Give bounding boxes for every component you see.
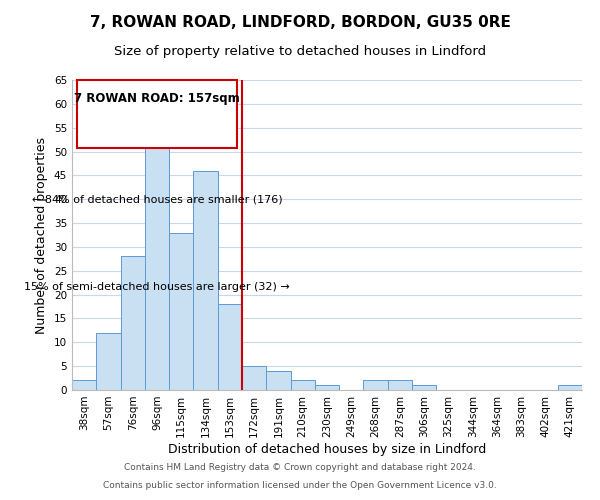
Bar [72, 380, 96, 390]
Bar [388, 380, 412, 390]
Text: 7, ROWAN ROAD, LINDFORD, BORDON, GU35 0RE: 7, ROWAN ROAD, LINDFORD, BORDON, GU35 0R… [89, 15, 511, 30]
Bar [121, 256, 145, 390]
Bar [412, 385, 436, 390]
Text: Size of property relative to detached houses in Lindford: Size of property relative to detached ho… [114, 45, 486, 58]
Bar [242, 366, 266, 390]
Bar [558, 385, 582, 390]
Bar [290, 380, 315, 390]
Text: 7 ROWAN ROAD: 157sqm: 7 ROWAN ROAD: 157sqm [74, 92, 240, 106]
Bar [193, 170, 218, 390]
Text: Contains HM Land Registry data © Crown copyright and database right 2024.: Contains HM Land Registry data © Crown c… [124, 464, 476, 472]
Text: Contains public sector information licensed under the Open Government Licence v3: Contains public sector information licen… [103, 481, 497, 490]
Bar [364, 380, 388, 390]
FancyBboxPatch shape [77, 80, 237, 148]
Bar [96, 333, 121, 390]
Y-axis label: Number of detached properties: Number of detached properties [35, 136, 49, 334]
Bar [315, 385, 339, 390]
Bar [145, 132, 169, 390]
X-axis label: Distribution of detached houses by size in Lindford: Distribution of detached houses by size … [168, 442, 486, 456]
Text: 15% of semi-detached houses are larger (32) →: 15% of semi-detached houses are larger (… [24, 282, 290, 292]
Bar [218, 304, 242, 390]
Text: ← 84% of detached houses are smaller (176): ← 84% of detached houses are smaller (17… [32, 194, 283, 204]
Bar [169, 232, 193, 390]
Bar [266, 371, 290, 390]
